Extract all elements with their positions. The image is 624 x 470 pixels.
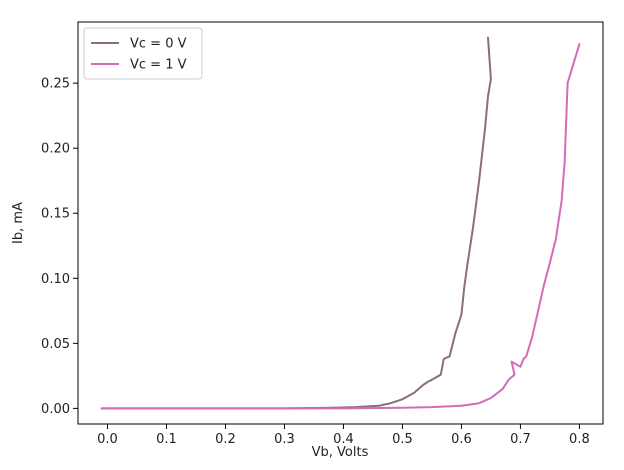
x-axis-label: Vb, Volts: [312, 445, 369, 460]
x-tick-label: 0.3: [274, 432, 295, 447]
y-tick-label: 0.10: [41, 272, 70, 287]
plot-background: [78, 22, 603, 424]
y-tick-label: 0.05: [41, 337, 70, 352]
x-tick-label: 0.4: [333, 432, 354, 447]
y-tick-label: 0.00: [41, 402, 70, 417]
x-tick-label: 0.1: [156, 432, 177, 447]
x-tick-label: 0.2: [215, 432, 236, 447]
series-line-2: [100, 43, 581, 410]
y-tick-label: 0.15: [41, 207, 70, 222]
y-tick-label: 0.20: [41, 142, 70, 157]
legend-label-1: Vc = 0 V: [130, 37, 187, 52]
legend: Vc = 0 V Vc = 1 V: [83, 27, 203, 80]
y-axis-label: Ib, mA: [11, 202, 26, 244]
series-layer: [100, 36, 581, 410]
x-tick-label: 0.7: [510, 432, 531, 447]
x-tick-label: 0.0: [97, 432, 118, 447]
legend-label-2: Vc = 1 V: [130, 58, 187, 73]
x-axis-ticks: 0.0 0.1 0.2 0.3 0.4 0.5 0.6 0.7 0.8: [97, 424, 590, 447]
y-axis-ticks: 0.00 0.05 0.10 0.15 0.20 0.25: [41, 77, 78, 417]
legend-box: [83, 27, 203, 80]
x-tick-label: 0.5: [392, 432, 413, 447]
x-tick-label: 0.8: [569, 432, 590, 447]
y-tick-label: 0.25: [41, 77, 70, 92]
x-tick-label: 0.6: [451, 432, 472, 447]
plot-frame: [77, 21, 604, 425]
